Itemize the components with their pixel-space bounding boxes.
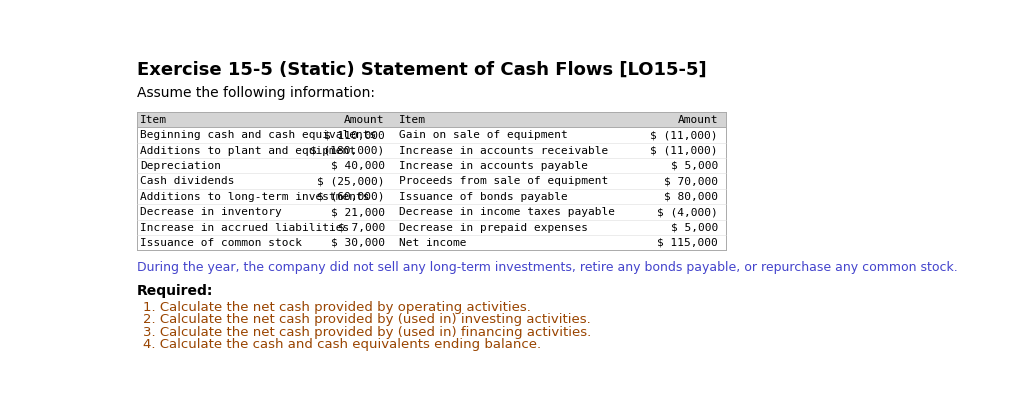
- Text: Depreciation: Depreciation: [140, 161, 221, 171]
- Text: Issuance of bonds payable: Issuance of bonds payable: [398, 192, 568, 202]
- Text: $ (60,000): $ (60,000): [317, 192, 385, 202]
- Text: Additions to long-term investments: Additions to long-term investments: [140, 192, 369, 202]
- Text: Amount: Amount: [345, 115, 385, 125]
- Text: Required:: Required:: [137, 284, 214, 298]
- Text: $ (4,000): $ (4,000): [657, 207, 718, 217]
- Text: $ 7,000: $ 7,000: [337, 222, 385, 232]
- Text: Increase in accounts payable: Increase in accounts payable: [398, 161, 587, 171]
- Text: Gain on sale of equipment: Gain on sale of equipment: [398, 130, 568, 140]
- Bar: [137, 143, 725, 158]
- Bar: [137, 204, 725, 219]
- Text: 3. Calculate the net cash provided by (used in) financing activities.: 3. Calculate the net cash provided by (u…: [143, 326, 591, 339]
- Text: $ (25,000): $ (25,000): [317, 176, 385, 186]
- Text: 4. Calculate the cash and cash equivalents ending balance.: 4. Calculate the cash and cash equivalen…: [143, 338, 541, 351]
- Text: Net income: Net income: [398, 238, 466, 248]
- Text: Amount: Amount: [677, 115, 718, 125]
- Text: Additions to plant and equipment: Additions to plant and equipment: [140, 145, 356, 155]
- Text: $ 70,000: $ 70,000: [664, 176, 718, 186]
- Text: $ 5,000: $ 5,000: [671, 161, 718, 171]
- Text: $ (11,000): $ (11,000): [650, 145, 718, 155]
- Text: Issuance of common stock: Issuance of common stock: [140, 238, 301, 248]
- Bar: [137, 158, 725, 173]
- Bar: [137, 189, 725, 204]
- Text: $ 30,000: $ 30,000: [330, 238, 385, 248]
- Text: $ 5,000: $ 5,000: [671, 222, 718, 232]
- Text: 2. Calculate the net cash provided by (used in) investing activities.: 2. Calculate the net cash provided by (u…: [143, 314, 590, 326]
- Text: $ 21,000: $ 21,000: [330, 207, 385, 217]
- Text: Decrease in inventory: Decrease in inventory: [140, 207, 282, 217]
- Text: Beginning cash and cash equivalents: Beginning cash and cash equivalents: [140, 130, 376, 140]
- Text: Proceeds from sale of equipment: Proceeds from sale of equipment: [398, 176, 608, 186]
- Bar: [137, 112, 725, 127]
- Text: Cash dividends: Cash dividends: [140, 176, 234, 186]
- Bar: [137, 219, 725, 235]
- Text: During the year, the company did not sell any long-term investments, retire any : During the year, the company did not sel…: [137, 261, 958, 274]
- Text: $ 115,000: $ 115,000: [657, 238, 718, 248]
- Text: Increase in accrued liabilities: Increase in accrued liabilities: [140, 222, 349, 232]
- Text: $ 80,000: $ 80,000: [664, 192, 718, 202]
- Text: $ 110,000: $ 110,000: [324, 130, 385, 140]
- Bar: [137, 173, 725, 189]
- Bar: [137, 235, 725, 250]
- Text: $ 40,000: $ 40,000: [330, 161, 385, 171]
- Text: Increase in accounts receivable: Increase in accounts receivable: [398, 145, 608, 155]
- Text: Decrease in income taxes payable: Decrease in income taxes payable: [398, 207, 615, 217]
- Bar: [137, 127, 725, 143]
- Text: Assume the following information:: Assume the following information:: [137, 86, 375, 99]
- Text: $ (180,000): $ (180,000): [311, 145, 385, 155]
- Text: $ (11,000): $ (11,000): [650, 130, 718, 140]
- Text: Item: Item: [398, 115, 425, 125]
- Text: 1. Calculate the net cash provided by operating activities.: 1. Calculate the net cash provided by op…: [143, 301, 530, 314]
- Text: Exercise 15-5 (Static) Statement of Cash Flows [LO15-5]: Exercise 15-5 (Static) Statement of Cash…: [137, 61, 706, 79]
- Text: Decrease in prepaid expenses: Decrease in prepaid expenses: [398, 222, 587, 232]
- Text: Item: Item: [140, 115, 167, 125]
